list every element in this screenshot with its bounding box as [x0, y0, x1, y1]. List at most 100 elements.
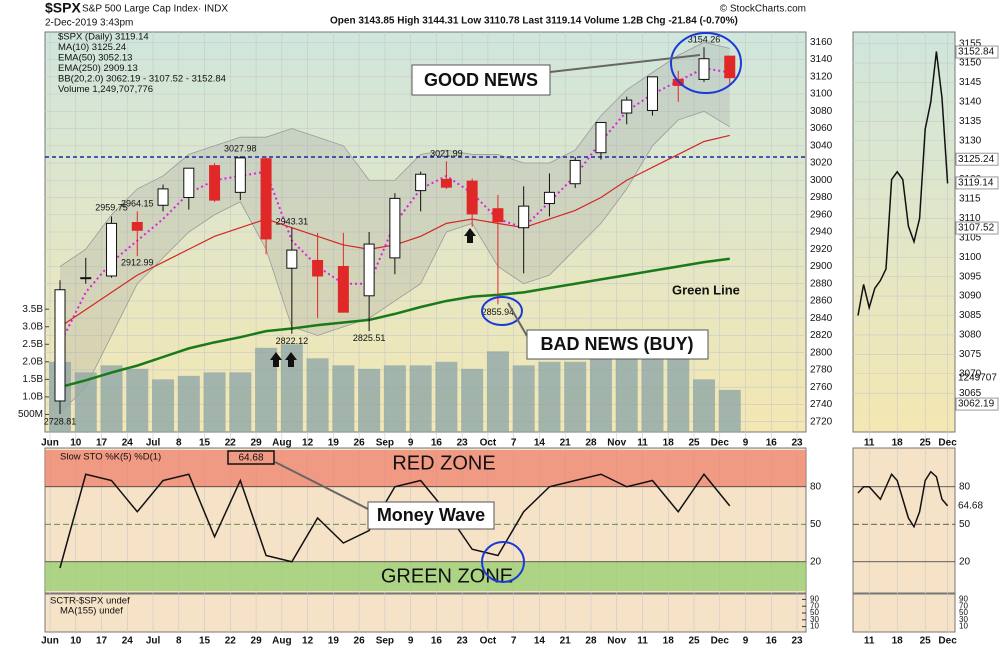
- y-tick-label: 3100: [959, 252, 982, 263]
- volume-bar: [177, 375, 200, 432]
- candle-body: [595, 122, 607, 154]
- x-tick-label: 21: [560, 636, 572, 647]
- candle-body: [183, 167, 195, 199]
- zone-label: RED ZONE: [392, 452, 495, 474]
- x-tick-label: Oct: [480, 438, 497, 449]
- sctr-panel: [44, 593, 807, 633]
- x-tick-label: 7: [511, 636, 517, 647]
- zoom-sctr-panel: [852, 593, 956, 633]
- y-tick-label: 3145: [959, 77, 982, 88]
- zoom-price-panel: [852, 31, 956, 433]
- volume-bar: [100, 365, 123, 432]
- candle-body: [363, 243, 375, 297]
- volume-bar: [255, 347, 278, 432]
- x-tick-label: 25: [920, 438, 932, 449]
- candle-body: [492, 208, 504, 223]
- price-tag: 3125.24: [958, 154, 995, 165]
- x-tick-label: 18: [892, 636, 904, 647]
- price-tag: 3062.19: [958, 399, 995, 410]
- annotation: BAD NEWS (BUY): [541, 334, 694, 354]
- legend-entry: EMA(250) 2909.13: [58, 63, 138, 74]
- x-tick-label: 16: [766, 438, 778, 449]
- price-tag-box: [955, 397, 999, 411]
- arrow-icon: [285, 352, 297, 367]
- pointer: [274, 461, 371, 511]
- annotation: Money Wave: [377, 505, 485, 525]
- y-tick-label: 3110: [959, 213, 981, 224]
- peak-label: 3154.26: [688, 35, 721, 45]
- index-name: S&P 500 Large Cap Index· INDX: [82, 4, 228, 15]
- x-tick-label: 26: [354, 438, 366, 449]
- x-tick-label: 23: [457, 636, 469, 647]
- y-tick-label: 3160: [810, 37, 833, 48]
- y-tick-label: 3020: [810, 158, 833, 169]
- credit: © StockCharts.com: [720, 4, 806, 15]
- volume-bar: [229, 372, 252, 432]
- volume-bar: [718, 389, 741, 432]
- x-tick-label: 19: [328, 438, 340, 449]
- trough-label: 2825.51: [353, 333, 386, 343]
- y-tick-label: 3120: [810, 71, 833, 82]
- volume-tick-label: 2.0B: [22, 356, 43, 367]
- candle-body: [286, 249, 298, 269]
- candle-body: [466, 180, 478, 215]
- y-tick-label: 80: [959, 481, 971, 492]
- x-tick-label: 22: [225, 438, 237, 449]
- y-tick-label: 3100: [810, 89, 833, 100]
- price-tag: 3107.52: [958, 223, 995, 234]
- volume-bar: [126, 368, 149, 432]
- y-tick-label: 2780: [810, 365, 833, 376]
- y-tick-label: 20: [959, 556, 971, 567]
- legend-entry: Volume 1,249,707,776: [58, 84, 153, 95]
- x-tick-label: 29: [251, 636, 263, 647]
- x-tick-label: 11: [864, 438, 875, 449]
- x-tick-label: Jun: [41, 438, 59, 449]
- y-tick-label: 2980: [810, 192, 833, 203]
- y-tick-label: 3080: [959, 330, 982, 341]
- value-tag: 64.68: [958, 501, 983, 512]
- legend-entry: $SPX (Daily) 3119.14: [58, 32, 149, 43]
- volume-tick-label: 1.5B: [22, 374, 43, 385]
- volume-bar: [615, 358, 638, 432]
- ma-line: [59, 257, 730, 389]
- volume-bar: [693, 379, 715, 432]
- arrow-icon: [270, 352, 282, 367]
- legend-entry: MA(10) 3125.24: [58, 42, 126, 53]
- y-tick-label: 2800: [810, 347, 833, 358]
- y-tick-label: 2960: [810, 209, 833, 220]
- red-zone: [45, 450, 806, 487]
- y-tick-label: 2880: [810, 278, 833, 289]
- date: 2-Dec-2019 3:43pm: [45, 18, 133, 29]
- volume-bar: [358, 368, 381, 432]
- y-tick-label: 3000: [810, 175, 833, 186]
- x-tick-label: Dec: [711, 636, 730, 647]
- legend-entry: BB(20,2.0) 3062.19 - 3107.52 - 3152.84: [58, 74, 226, 85]
- volume-bar: [74, 372, 97, 432]
- x-tick-label: 16: [766, 636, 778, 647]
- legend-entry: MA(155) undef: [60, 606, 123, 617]
- y-tick-label: 10: [959, 622, 968, 631]
- trough-label: 2728.81: [44, 416, 77, 426]
- y-tick-label: 3070: [959, 368, 982, 379]
- x-tick-label: 14: [534, 636, 546, 647]
- volume-bar: [152, 379, 175, 432]
- y-tick-label: 3040: [810, 140, 833, 151]
- y-tick-label: 20: [810, 556, 822, 567]
- candle-body: [312, 259, 324, 277]
- volume-bar: [641, 358, 664, 432]
- x-tick-label: 9: [743, 636, 749, 647]
- x-tick-label: 24: [122, 636, 134, 647]
- volume-bar: [486, 351, 509, 432]
- y-tick-label: 2900: [810, 261, 833, 272]
- x-tick-label: 18: [663, 636, 675, 647]
- y-tick-label: 3135: [959, 116, 982, 127]
- peak-label: 3021.99: [430, 149, 463, 159]
- candle-body: [209, 165, 221, 201]
- y-tick-label: 3115: [959, 194, 981, 205]
- x-tick-label: 22: [225, 636, 237, 647]
- value-tag-box: [227, 450, 275, 465]
- candle-body: [106, 222, 118, 277]
- candle-body: [337, 265, 349, 313]
- x-tick-label: 12: [302, 438, 314, 449]
